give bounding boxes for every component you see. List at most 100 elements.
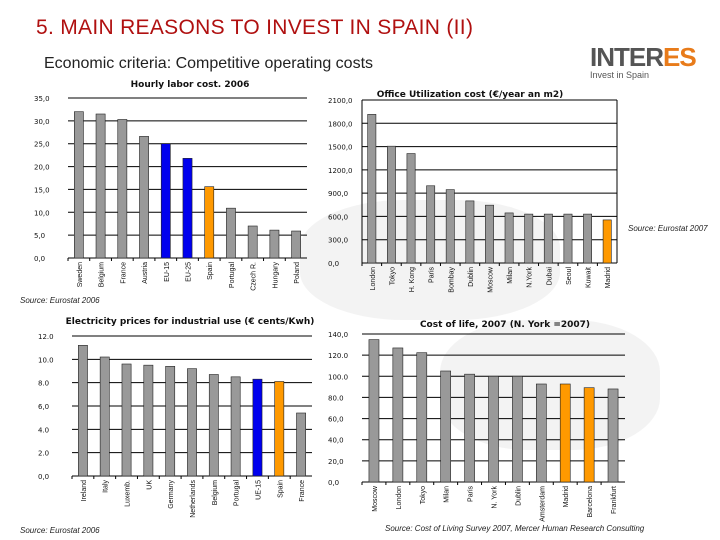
bar-austria (139, 136, 149, 259)
bar-milan (440, 370, 452, 483)
bar-czech-r- (247, 225, 258, 259)
office-source: Source: Eurostat 2007 (628, 224, 708, 233)
x-tick-label: Kuwait (586, 267, 593, 288)
x-tick-label: EU-15 (164, 262, 171, 282)
y-tick-label: 25,0 (34, 141, 50, 149)
x-tick-label: Sweden (77, 262, 84, 287)
y-tick-label: 1500,0 (328, 144, 353, 152)
x-tick-label: Hungary (272, 262, 279, 289)
x-tick-label: UK (146, 480, 153, 490)
bar-h-kong (406, 153, 416, 264)
bar-eu-25 (182, 158, 193, 259)
x-tick-label: Luxemb. (125, 480, 132, 507)
y-tick-label: 60,0 (328, 416, 344, 424)
chart-title: Hourly labor cost. 2006 (131, 80, 250, 90)
bar-moscow (368, 339, 380, 483)
bar-ue-15 (252, 378, 263, 477)
bar-bombay (445, 189, 455, 264)
x-tick-label: EU-25 (186, 262, 193, 282)
y-tick-label: 4.0 (38, 426, 49, 434)
bar-paris (464, 373, 475, 483)
chart-title: Cost of life, 2007 (N. York =2007) (420, 320, 590, 330)
x-tick-label: Poland (294, 262, 301, 284)
x-tick-label: Madrid (605, 267, 612, 289)
x-tick-label: Spain (207, 262, 214, 280)
chart-title: Office Utilization cost (€/year an m2) (377, 90, 564, 100)
bar-dublin (512, 375, 523, 483)
bar-ireland (78, 345, 88, 477)
y-tick-label: 20,0 (328, 458, 344, 466)
x-tick-label: London (370, 267, 377, 290)
y-tick-label: 120.0 (328, 352, 348, 360)
bar-tokyo (387, 145, 396, 264)
bar-belgium (95, 113, 106, 259)
bar-germany (165, 366, 176, 477)
y-tick-label: 0,0 (34, 255, 45, 263)
x-tick-label: Dubai (546, 267, 553, 286)
bar-netherlands (187, 368, 197, 477)
x-tick-label: Ireland (81, 480, 88, 502)
y-tick-label: 2100,0 (328, 97, 353, 105)
x-tick-label: Dublin (515, 486, 522, 506)
cost-of-life-source: Source: Cost of Living Survey 2007, Merc… (385, 524, 645, 533)
x-tick-label: Moscow (488, 266, 495, 293)
bar-poland (291, 230, 301, 259)
y-tick-label: 0,0 (328, 479, 339, 487)
y-tick-label: 30,0 (34, 118, 50, 126)
bar-paris (426, 185, 436, 264)
x-tick-label: Germany (168, 480, 175, 509)
y-tick-label: 10.0 (38, 356, 54, 364)
y-tick-label: 15,0 (34, 186, 50, 194)
y-tick-label: 12.0 (38, 333, 54, 341)
electricity-source: Source: Eurostat 2006 (20, 526, 100, 535)
x-tick-label: N. York (492, 486, 499, 509)
x-tick-label: Portugal (229, 262, 236, 289)
bar-n-york (488, 375, 499, 483)
y-tick-label: 40,0 (328, 437, 344, 445)
bar-belgium (208, 374, 219, 477)
bar-seoul (563, 213, 573, 264)
x-tick-label: Seoul (566, 267, 573, 285)
x-tick-label: Spain (277, 480, 284, 498)
x-tick-label: H. Kong (409, 267, 416, 292)
x-tick-label: France (120, 262, 127, 284)
bar-madrid (559, 383, 571, 483)
y-tick-label: 20,0 (34, 164, 50, 172)
x-tick-label: Czech R. (251, 262, 258, 291)
y-tick-label: 600,0 (328, 213, 348, 221)
y-tick-label: 10,0 (34, 209, 50, 217)
x-tick-label: N.York (527, 267, 534, 288)
y-tick-label: 8.0 (38, 380, 49, 388)
bar-dublin (465, 200, 475, 264)
y-tick-label: 6,0 (38, 403, 49, 411)
bar-milan (504, 212, 514, 264)
x-tick-label: Dublin (468, 267, 475, 287)
y-tick-label: 0,0 (328, 260, 339, 268)
x-tick-label: Bombay (448, 267, 455, 293)
x-tick-label: France (299, 480, 306, 502)
y-tick-label: 1200,0 (328, 167, 353, 175)
x-tick-label: UE-15 (255, 480, 262, 500)
page-subtitle: Economic criteria: Competitive operating… (44, 55, 374, 72)
x-tick-label: Portugal (234, 480, 241, 507)
x-tick-label: Moscow (372, 485, 379, 512)
bar-spain (274, 381, 285, 477)
x-tick-label: Netherlands (190, 480, 197, 518)
bar-london (367, 114, 377, 264)
labor-source: Source: Eurostat 2006 (20, 296, 100, 305)
bar-spain (204, 186, 215, 259)
bar-kuwait (583, 213, 592, 264)
y-tick-label: 100.0 (328, 373, 348, 381)
bar-france (296, 412, 306, 477)
interes-logo: INTERES Invest in Spain (590, 42, 697, 80)
bar-hungary (269, 229, 280, 259)
x-tick-label: Italy (103, 480, 110, 493)
x-tick-label: Milan (507, 267, 514, 284)
y-tick-label: 80.0 (328, 394, 344, 402)
x-tick-label: Milan (444, 486, 451, 503)
